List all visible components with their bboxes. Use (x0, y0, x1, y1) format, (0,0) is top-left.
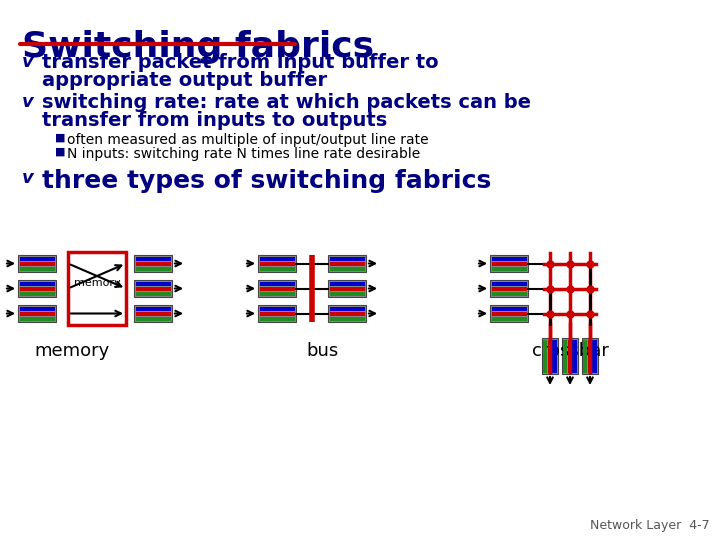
Text: three types of switching fabrics: three types of switching fabrics (42, 169, 491, 193)
Bar (259, 281, 294, 286)
Text: transfer from inputs to outputs: transfer from inputs to outputs (42, 111, 387, 130)
Bar (492, 292, 526, 296)
Bar (330, 261, 364, 266)
Bar (259, 256, 294, 261)
Bar (330, 256, 364, 261)
Bar (259, 292, 294, 296)
Bar (19, 256, 55, 261)
Bar (588, 340, 592, 373)
Bar (490, 305, 528, 322)
Bar (492, 261, 526, 266)
Bar (330, 267, 364, 271)
Bar (134, 305, 172, 322)
Bar (19, 307, 55, 311)
Bar (582, 338, 598, 374)
Bar (135, 292, 171, 296)
Bar (258, 280, 296, 297)
Text: appropriate output buffer: appropriate output buffer (42, 71, 327, 90)
Bar (492, 256, 526, 261)
Text: memory: memory (73, 279, 120, 288)
Bar (572, 340, 577, 373)
Bar (259, 287, 294, 291)
Bar (563, 340, 567, 373)
Bar (328, 255, 366, 272)
Bar (135, 316, 171, 321)
Bar (492, 267, 526, 271)
Bar (19, 292, 55, 296)
Text: v: v (22, 93, 34, 111)
Bar (134, 280, 172, 297)
Bar (328, 305, 366, 322)
Bar (492, 281, 526, 286)
Bar (543, 340, 547, 373)
Bar (492, 287, 526, 291)
Text: transfer packet from input buffer to: transfer packet from input buffer to (42, 53, 438, 72)
Bar (330, 312, 364, 316)
Bar (492, 307, 526, 311)
Bar (330, 281, 364, 286)
Bar (490, 255, 528, 272)
Text: ■: ■ (55, 133, 66, 143)
Bar (330, 316, 364, 321)
Text: v: v (22, 169, 34, 187)
Bar (330, 287, 364, 291)
Bar (330, 307, 364, 311)
Bar (258, 305, 296, 322)
Bar (135, 287, 171, 291)
Text: Network Layer  4-7: Network Layer 4-7 (590, 519, 710, 532)
Bar (135, 312, 171, 316)
Bar (258, 255, 296, 272)
Bar (135, 261, 171, 266)
Bar (135, 281, 171, 286)
Bar (135, 307, 171, 311)
Text: bus: bus (306, 342, 338, 360)
Bar (18, 255, 56, 272)
Bar (19, 267, 55, 271)
Bar (259, 267, 294, 271)
Bar (259, 312, 294, 316)
Text: memory: memory (35, 342, 109, 360)
Bar (19, 261, 55, 266)
Bar (18, 305, 56, 322)
Text: N inputs: switching rate N times line rate desirable: N inputs: switching rate N times line ra… (67, 147, 420, 161)
Bar (328, 280, 366, 297)
Bar (19, 281, 55, 286)
Bar (19, 312, 55, 316)
Text: crossbar: crossbar (531, 342, 608, 360)
Bar (134, 255, 172, 272)
Bar (490, 280, 528, 297)
Bar (593, 340, 596, 373)
Bar (18, 280, 56, 297)
Bar (259, 307, 294, 311)
Bar (19, 287, 55, 291)
Text: often measured as multiple of input/output line rate: often measured as multiple of input/outp… (67, 133, 428, 147)
Bar (562, 338, 578, 374)
Bar (135, 267, 171, 271)
Bar (552, 340, 557, 373)
Bar (68, 252, 126, 325)
Bar (542, 338, 558, 374)
Bar (567, 340, 572, 373)
Text: ■: ■ (55, 147, 66, 157)
Bar (492, 316, 526, 321)
Text: v: v (22, 53, 34, 71)
Bar (583, 340, 588, 373)
Bar (259, 316, 294, 321)
Bar (492, 312, 526, 316)
Bar (330, 292, 364, 296)
Bar (259, 261, 294, 266)
Bar (135, 256, 171, 261)
Bar (548, 340, 552, 373)
Bar (19, 316, 55, 321)
Text: switching rate: rate at which packets can be: switching rate: rate at which packets ca… (42, 93, 531, 112)
Text: Switching fabrics: Switching fabrics (22, 30, 374, 64)
